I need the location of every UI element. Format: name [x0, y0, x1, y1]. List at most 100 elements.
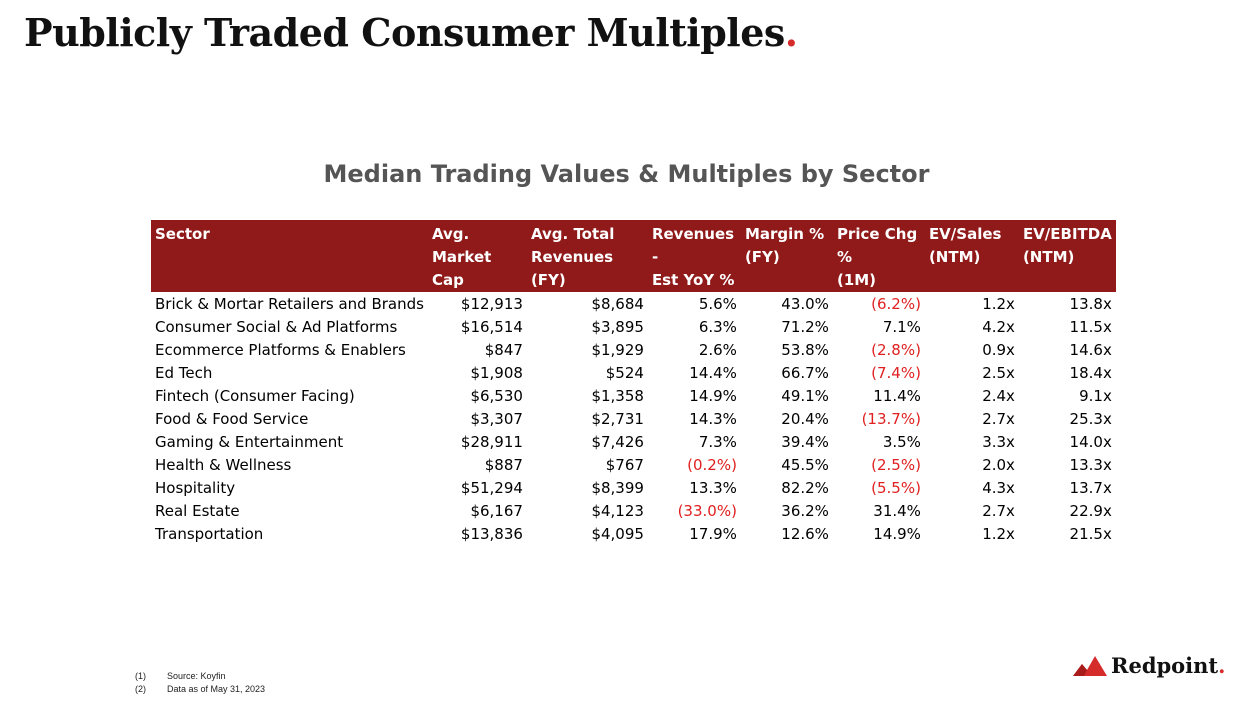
- value-cell: 11.5x: [1069, 317, 1112, 336]
- logo-text: Redpoint: [1111, 652, 1219, 678]
- value-cell: 1.2x: [982, 294, 1015, 313]
- value-cell: 20.4%: [781, 409, 829, 428]
- table-row: Real Estate $6,167 $4,123 (33.0%) 36.2% 31.4%…: [151, 499, 1116, 522]
- value-cell: $1,908: [470, 363, 523, 382]
- column-header-line: EV/Sales: [928, 225, 1002, 243]
- footnotes: (1) Source: Koyfin (2) Data as of May 31, 2…: [135, 670, 265, 696]
- value-cell: $1,358: [591, 386, 644, 405]
- value-cell: (6.2%): [871, 294, 921, 313]
- value-cell: 14.0x: [1069, 432, 1112, 451]
- value-cell: 4.3x: [982, 478, 1015, 497]
- column-header-line: Avg. Market: [431, 225, 492, 266]
- value-cell: $3,895: [591, 317, 644, 336]
- value-cell: (33.0%): [677, 501, 737, 520]
- value-cell: 49.1%: [781, 386, 829, 405]
- value-cell: 3.3x: [982, 432, 1015, 451]
- value-cell: 18.4x: [1069, 363, 1112, 382]
- value-cell: 22.9x: [1069, 501, 1112, 520]
- column-header-line: Sector: [155, 225, 210, 243]
- sector-cell: Ecommerce Platforms & Enablers: [155, 340, 406, 359]
- column-header-line: Revenues (FY): [530, 248, 614, 289]
- sector-cell: Gaming & Entertainment: [155, 432, 344, 451]
- column-header: Sector: [151, 220, 428, 292]
- value-cell: $887: [484, 455, 523, 474]
- value-cell: $4,123: [591, 501, 644, 520]
- column-header: Revenues - Est YoY %: [647, 220, 741, 292]
- value-cell: 2.0x: [982, 455, 1015, 474]
- value-cell: (0.2%): [687, 455, 737, 474]
- column-header-line: Cap: [431, 271, 464, 289]
- column-header-line: Price Chg %: [836, 225, 918, 266]
- value-cell: 17.9%: [689, 524, 737, 543]
- table-row: Food & Food Service $3,307 $2,731 14.3% 20.4…: [151, 407, 1116, 430]
- footnote-number: (1): [135, 671, 146, 681]
- sector-cell: Food & Food Service: [155, 409, 309, 428]
- value-cell: $3,307: [470, 409, 523, 428]
- value-cell: 43.0%: [781, 294, 829, 313]
- column-header-line: (NTM): [1022, 248, 1075, 266]
- value-cell: 7.3%: [698, 432, 737, 451]
- value-cell: $13,836: [460, 524, 523, 543]
- footnote-number: (2): [135, 684, 146, 694]
- value-cell: 11.4%: [873, 386, 921, 405]
- logo-dot: .: [1218, 652, 1226, 678]
- table-row: Ecommerce Platforms & Enablers $847 $1,929…: [151, 338, 1116, 361]
- value-cell: 6.3%: [698, 317, 737, 336]
- footnote: (2) Data as of May 31, 2023: [135, 683, 265, 696]
- footnote-text: Source: Koyfin: [167, 671, 226, 681]
- value-cell: (5.5%): [871, 478, 921, 497]
- value-cell: 12.6%: [781, 524, 829, 543]
- table-row: Hospitality $51,294 $8,399 13.3% 82.2% (5.5%)…: [151, 476, 1116, 499]
- value-cell: 3.5%: [882, 432, 921, 451]
- mountain-peaks-icon: [1073, 656, 1107, 676]
- column-header: Price Chg % (1M): [832, 220, 925, 292]
- column-header-line: Est YoY %: [651, 271, 735, 289]
- value-cell: 14.4%: [689, 363, 737, 382]
- value-cell: 14.9%: [689, 386, 737, 405]
- value-cell: (13.7%): [861, 409, 921, 428]
- value-cell: 13.3%: [689, 478, 737, 497]
- table-row: Gaming & Entertainment $28,911 $7,426 7.3% 3…: [151, 430, 1116, 453]
- value-cell: (2.5%): [871, 455, 921, 474]
- value-cell: $7,426: [591, 432, 644, 451]
- column-header-line: (1M): [836, 271, 877, 289]
- value-cell: $16,514: [460, 317, 523, 336]
- column-header-line: (NTM): [928, 248, 981, 266]
- footnote: (1) Source: Koyfin: [135, 670, 265, 683]
- table-row: Brick & Mortar Retailers and Brands $12,9…: [151, 292, 1116, 315]
- multiples-table: Sector Avg. Market Cap Avg. Total Revenues (…: [151, 220, 1116, 545]
- column-header-line: EV/EBITDA: [1022, 225, 1112, 243]
- table-row: Consumer Social & Ad Platforms $16,514 $3,…: [151, 315, 1116, 338]
- column-header-line: Revenues -: [651, 225, 735, 266]
- table-row: Fintech (Consumer Facing) $6,530 $1,358 14.…: [151, 384, 1116, 407]
- sector-cell: Ed Tech: [155, 363, 213, 382]
- value-cell: 13.7x: [1069, 478, 1112, 497]
- footnote-text: Data as of May 31, 2023: [167, 684, 266, 694]
- value-cell: $6,530: [470, 386, 523, 405]
- sector-cell: Brick & Mortar Retailers and Brands: [155, 294, 424, 313]
- column-header: Margin % (FY): [740, 220, 833, 292]
- sector-cell: Hospitality: [155, 478, 236, 497]
- value-cell: 2.4x: [982, 386, 1015, 405]
- page-title: Publicly Traded Consumer Multiples.: [24, 10, 798, 55]
- page-title-text: Publicly Traded Consumer Multiples: [24, 10, 785, 55]
- value-cell: 0.9x: [982, 340, 1015, 359]
- column-header: EV/Sales (NTM): [924, 220, 1019, 292]
- sector-cell: Real Estate: [155, 501, 240, 520]
- redpoint-logo: Redpoint.: [1073, 650, 1225, 680]
- value-cell: 53.8%: [781, 340, 829, 359]
- value-cell: 13.8x: [1069, 294, 1112, 313]
- sector-cell: Consumer Social & Ad Platforms: [155, 317, 398, 336]
- value-cell: 25.3x: [1069, 409, 1112, 428]
- value-cell: 2.5x: [982, 363, 1015, 382]
- value-cell: 14.6x: [1069, 340, 1112, 359]
- value-cell: 82.2%: [781, 478, 829, 497]
- column-header-line: Avg. Total: [530, 225, 615, 243]
- value-cell: (7.4%): [871, 363, 921, 382]
- value-cell: $8,399: [591, 478, 644, 497]
- column-header-line: Margin %: [744, 225, 825, 243]
- table-row: Ed Tech $1,908 $524 14.4% 66.7% (7.4%) 2.5x 18.…: [151, 361, 1116, 384]
- sector-cell: Transportation: [155, 524, 264, 543]
- value-cell: 39.4%: [781, 432, 829, 451]
- value-cell: $8,684: [591, 294, 644, 313]
